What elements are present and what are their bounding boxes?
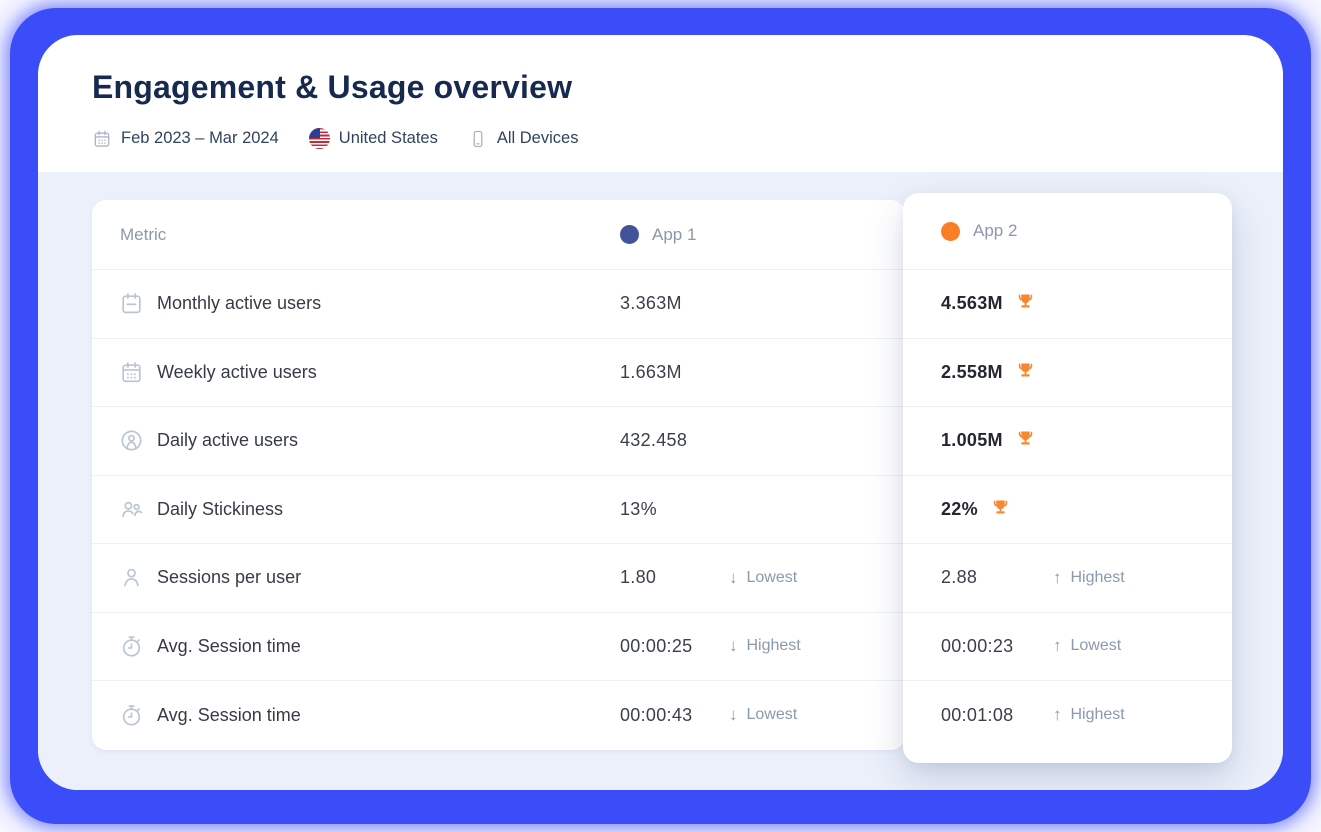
rank-label: Highest bbox=[746, 637, 801, 655]
devices-label: All Devices bbox=[496, 129, 579, 147]
app2-rank-badge: ↑ Highest bbox=[1053, 568, 1125, 588]
country-label: United States bbox=[338, 129, 438, 147]
date-range-label: Feb 2023 – Mar 2024 bbox=[121, 129, 279, 147]
metric-row: Daily active users 432.458 bbox=[92, 407, 905, 476]
arrow-up-icon: ↑ bbox=[1053, 567, 1062, 587]
panel-header: Engagement & Usage overview Feb 2023 – M… bbox=[38, 35, 1283, 172]
device-filter[interactable]: All Devices bbox=[468, 129, 579, 149]
app2-value-row: 00:01:08 ↑ Highest bbox=[903, 681, 1232, 750]
filters-row: Feb 2023 – Mar 2024 United States All De… bbox=[92, 128, 578, 149]
table-header: Metric App 1 bbox=[92, 200, 905, 270]
app2-value-row: 1.005M bbox=[903, 407, 1232, 476]
daily-user-icon bbox=[119, 428, 144, 453]
metrics-table: Metric App 1 Monthly active users 3.363M bbox=[92, 200, 905, 750]
app2-value: 2.88 bbox=[941, 567, 978, 588]
app2-value: 4.563M bbox=[941, 293, 1003, 314]
metric-row: Monthly active users 3.363M bbox=[92, 270, 905, 339]
trophy-icon bbox=[989, 497, 1012, 520]
rank-label: Lowest bbox=[1070, 637, 1122, 655]
app2-value-row: 2.88 ↑ Highest bbox=[903, 544, 1232, 613]
app2-value: 2.558M bbox=[941, 361, 1003, 382]
mobile-device-icon bbox=[473, 130, 483, 147]
app1-value: 1.663M bbox=[620, 361, 682, 382]
user-icon bbox=[119, 565, 144, 590]
app2-rank-badge: ↑ Lowest bbox=[1053, 636, 1121, 656]
users-icon bbox=[119, 497, 144, 522]
app1-label: App 1 bbox=[652, 224, 697, 244]
page-title: Engagement & Usage overview bbox=[92, 69, 573, 105]
metric-row: Daily Stickiness 13% bbox=[92, 476, 905, 544]
trophy-icon bbox=[1014, 360, 1037, 383]
app2-rank-badge: ↑ Highest bbox=[1053, 705, 1125, 725]
app2-dot-icon bbox=[941, 221, 960, 241]
rank-label: Highest bbox=[1070, 568, 1125, 586]
us-flag-icon bbox=[308, 128, 330, 149]
metric-row: Sessions per user 1.80 ↓ Lowest bbox=[92, 544, 905, 613]
app2-label: App 2 bbox=[973, 221, 1018, 240]
app2-value-row: 2.558M bbox=[903, 339, 1232, 407]
app1-value: 1.80 bbox=[620, 567, 657, 588]
calendar-month-icon bbox=[119, 291, 144, 316]
app1-value: 432.458 bbox=[620, 430, 688, 451]
rank-label: Highest bbox=[1070, 706, 1125, 724]
metric-label: Weekly active users bbox=[157, 361, 317, 382]
arrow-down-icon: ↓ bbox=[729, 636, 738, 656]
app2-value-row: 22% bbox=[903, 476, 1232, 544]
app2-header: App 2 bbox=[903, 193, 1232, 270]
metric-row: Avg. Session time 00:00:25 ↓ Highest bbox=[92, 613, 905, 681]
country-filter[interactable]: United States bbox=[308, 128, 438, 149]
app2-value-row: 4.563M bbox=[903, 270, 1232, 339]
metric-label: Avg. Session time bbox=[157, 704, 301, 725]
calendar-icon bbox=[94, 130, 110, 147]
app2-value: 22% bbox=[941, 498, 978, 519]
arrow-up-icon: ↑ bbox=[1053, 636, 1062, 656]
app1-legend: App 1 bbox=[620, 225, 696, 245]
trophy-icon bbox=[1014, 291, 1037, 314]
metric-row: Weekly active users 1.663M bbox=[92, 339, 905, 407]
app2-value: 1.005M bbox=[941, 430, 1003, 451]
metric-label: Sessions per user bbox=[157, 567, 302, 588]
app2-column-card: App 2 4.563M 2.558M 1.005M 22% bbox=[903, 193, 1232, 763]
metric-column-header: Metric bbox=[120, 224, 167, 244]
metric-row: Avg. Session time 00:00:43 ↓ Lowest bbox=[92, 681, 905, 750]
arrow-down-icon: ↓ bbox=[729, 705, 738, 725]
app1-dot-icon bbox=[620, 225, 639, 244]
app2-value-row: 00:00:23 ↑ Lowest bbox=[903, 613, 1232, 681]
calendar-week-icon bbox=[119, 360, 144, 385]
metric-label: Daily active users bbox=[157, 430, 299, 451]
app1-rank-badge: ↓ Lowest bbox=[729, 568, 797, 588]
app2-value: 00:00:23 bbox=[941, 635, 1014, 656]
rank-label: Lowest bbox=[746, 568, 798, 586]
app1-value: 3.363M bbox=[620, 293, 682, 314]
app1-value: 00:00:43 bbox=[620, 704, 693, 725]
app2-value: 00:01:08 bbox=[941, 704, 1014, 725]
stopwatch-icon bbox=[119, 634, 144, 659]
app1-value: 13% bbox=[620, 498, 657, 519]
arrow-down-icon: ↓ bbox=[729, 567, 738, 587]
app1-rank-badge: ↓ Highest bbox=[729, 636, 801, 656]
panel-body: Metric App 1 Monthly active users 3.363M bbox=[38, 172, 1283, 790]
app1-value: 00:00:25 bbox=[620, 635, 693, 656]
stopwatch-icon bbox=[119, 703, 144, 728]
metric-label: Avg. Session time bbox=[157, 635, 301, 656]
app1-rank-badge: ↓ Lowest bbox=[729, 705, 797, 725]
trophy-icon bbox=[1014, 428, 1037, 451]
metric-label: Monthly active users bbox=[157, 293, 322, 314]
arrow-up-icon: ↑ bbox=[1053, 705, 1062, 725]
overview-panel: Engagement & Usage overview Feb 2023 – M… bbox=[38, 35, 1283, 790]
date-range-filter[interactable]: Feb 2023 – Mar 2024 bbox=[92, 129, 279, 149]
rank-label: Lowest bbox=[746, 706, 798, 724]
metric-label: Daily Stickiness bbox=[157, 498, 284, 519]
